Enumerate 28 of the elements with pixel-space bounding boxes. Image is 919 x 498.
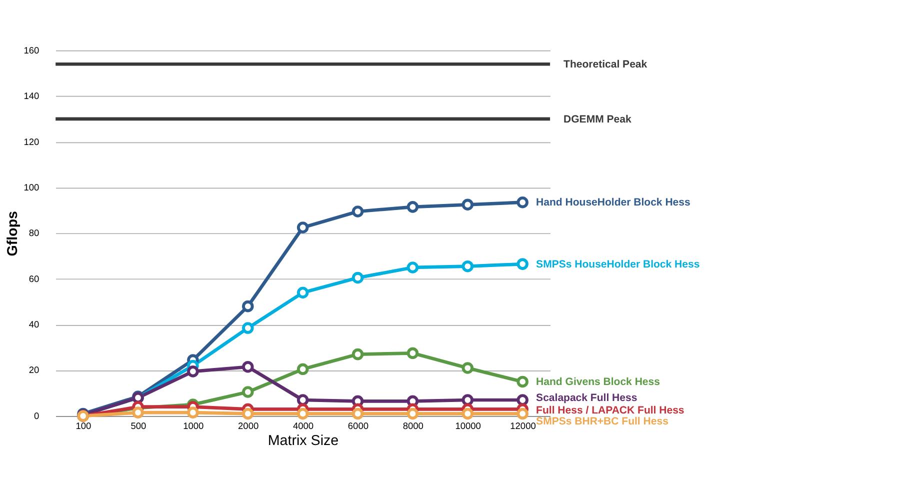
y-tick-label: 100 (24, 182, 40, 192)
y-tick-label: 120 (24, 136, 40, 147)
y-tick-label: 80 (28, 228, 40, 238)
series-label: Full Hess / LAPACK Full Hess (536, 404, 684, 416)
series-label: SMPSs HouseHolder Block Hess (536, 258, 700, 270)
x-tick-label: 10000 (455, 421, 481, 432)
y-tick-label: 60 (28, 274, 40, 284)
x-tick-label: 100 (76, 421, 92, 432)
x-tick-label: 8000 (402, 421, 424, 432)
y-tick-label: 140 (24, 91, 40, 102)
y-tick-label: 160 (24, 45, 40, 56)
series-label: Scalapack Full Hess (536, 392, 638, 404)
ref-line-label: Theoretical Peak (564, 58, 648, 70)
y-tick-label: 0 (34, 410, 40, 421)
y-tick-label: 20 (28, 365, 40, 376)
x-tick-label: 6000 (348, 421, 368, 432)
x-tick-label: 4000 (292, 421, 314, 432)
x-tick-label: 2000 (238, 421, 259, 432)
y-axis-title: Gflops (4, 210, 21, 256)
series-label: Hand Givens Block Hess (536, 376, 660, 388)
series-label: Hand HouseHolder Block Hess (536, 196, 690, 209)
x-axis-title: Matrix Size (268, 433, 339, 450)
x-tick-label: 1000 (183, 421, 204, 432)
series-label: SMPSs BHR+BC Full Hess (536, 416, 669, 428)
x-tick-label: 12000 (510, 421, 536, 432)
x-tick-label: 500 (130, 421, 146, 432)
y-tick-label: 40 (28, 320, 40, 330)
ref-line-label: DGEMM Peak (564, 113, 632, 126)
